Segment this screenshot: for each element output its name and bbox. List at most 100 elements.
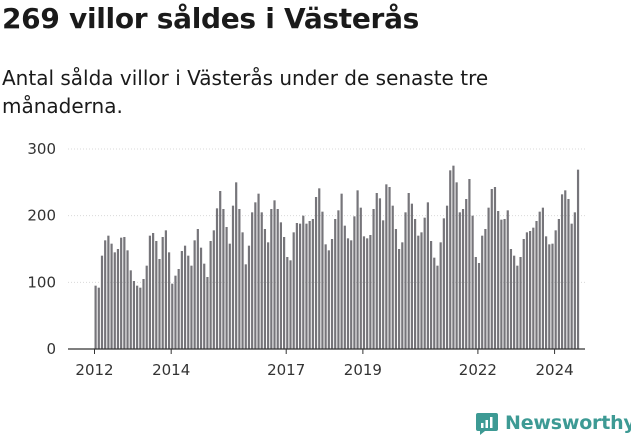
bar: [548, 244, 551, 349]
bar: [302, 215, 305, 349]
bar: [222, 209, 225, 349]
bar: [100, 255, 104, 349]
bar: [564, 190, 567, 349]
bar: [468, 179, 471, 349]
bar: [372, 209, 375, 349]
bar: [410, 203, 414, 349]
x-tick-label: 2012: [75, 361, 113, 379]
bar: [554, 230, 557, 349]
bar: [522, 239, 525, 349]
chart-title: 269 villor såldes i Västerås: [2, 2, 420, 35]
bar: [321, 211, 324, 349]
bar: [509, 249, 513, 349]
bar: [129, 270, 132, 349]
bar: [340, 193, 343, 349]
bar: [110, 243, 113, 349]
bar: [484, 229, 487, 349]
bar: [458, 212, 461, 349]
bar: [541, 207, 544, 349]
bar: [251, 212, 254, 349]
bar: [238, 209, 241, 349]
bar: [107, 235, 110, 349]
bar: [471, 215, 474, 349]
bar: [241, 232, 244, 349]
bar: [369, 235, 372, 349]
bar: [263, 229, 267, 349]
bar: [493, 187, 497, 349]
bar: [212, 230, 215, 349]
newsworthy-icon: [476, 413, 498, 435]
bar: [449, 170, 452, 349]
bar: [180, 251, 183, 349]
bar: [183, 245, 187, 349]
bar: [442, 218, 445, 349]
bar: [94, 285, 97, 349]
bar: [481, 235, 484, 349]
bar: [305, 223, 308, 349]
bar: [235, 182, 238, 349]
bar: [311, 219, 314, 349]
bar: [525, 232, 529, 349]
bar: [452, 165, 455, 349]
bar: [199, 247, 203, 349]
bar: [171, 283, 174, 349]
bar: [196, 229, 199, 349]
bar: [426, 202, 429, 349]
x-axis: [68, 348, 585, 354]
bar: [120, 237, 123, 349]
bar: [123, 237, 126, 349]
chart-subtitle: Antal sålda villor i Västerås under de s…: [2, 66, 489, 118]
bar: [193, 240, 196, 349]
bar: [529, 231, 532, 349]
bar: [378, 198, 382, 349]
bar: [398, 249, 401, 349]
bar: [576, 169, 580, 349]
bar: [164, 230, 167, 349]
bar: [570, 223, 573, 349]
bar: [295, 223, 298, 349]
bar: [474, 257, 477, 349]
latest-value-label: 269: [569, 0, 600, 4]
tick-labels: 0 100 200 300 2012 2014 2017 2019 2022 2024 269: [27, 0, 599, 379]
bar: [152, 233, 155, 349]
bar: [417, 235, 420, 349]
bar: [461, 209, 465, 349]
brand-name: Newsworthy: [505, 412, 631, 434]
x-tick-label: 2017: [267, 361, 305, 379]
bar: [126, 250, 129, 349]
bar: [177, 269, 180, 349]
bar: [161, 237, 164, 349]
bar: [420, 232, 423, 349]
bar: [97, 287, 100, 349]
bar: [267, 242, 270, 349]
bar: [346, 238, 350, 349]
bar: [445, 205, 449, 349]
bar: [136, 285, 139, 349]
bar: [142, 279, 145, 349]
bar: [503, 219, 506, 349]
x-tick-label: 2014: [152, 361, 190, 379]
bar: [113, 252, 116, 349]
bar: [513, 255, 516, 349]
bar: [308, 221, 311, 349]
y-tick-label: 0: [46, 340, 56, 358]
bar: [314, 197, 318, 349]
bar: [343, 225, 346, 349]
bar: [465, 199, 468, 349]
bar: [206, 277, 209, 349]
bar: [148, 235, 152, 349]
bar: [394, 229, 398, 349]
bar: [404, 212, 407, 349]
bar: [286, 257, 289, 349]
bar: [551, 243, 554, 349]
bar: [273, 200, 276, 349]
bar: [532, 227, 535, 349]
bar: [439, 242, 442, 349]
bar: [104, 240, 107, 349]
bar: [407, 193, 410, 349]
y-tick-label: 100: [27, 273, 56, 291]
bar: [497, 211, 500, 349]
bar: [366, 238, 369, 349]
bar: [362, 236, 366, 349]
bars: [94, 165, 580, 349]
